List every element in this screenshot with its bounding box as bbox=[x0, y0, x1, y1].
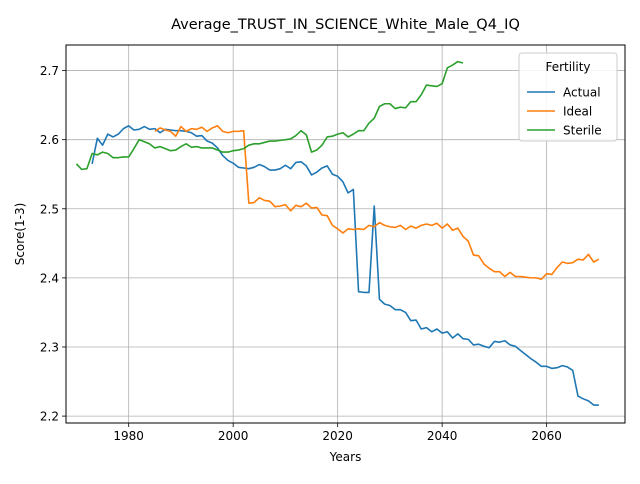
x-tick-label: 2060 bbox=[531, 429, 562, 443]
x-tick-label: 2000 bbox=[218, 429, 249, 443]
x-axis-label: Years bbox=[329, 450, 362, 464]
y-axis-label: Score(1-3) bbox=[13, 203, 27, 266]
series-lines bbox=[75, 60, 600, 406]
series-line-sterile bbox=[75, 60, 464, 171]
y-tick-label: 2.3 bbox=[40, 340, 59, 354]
y-tick-label: 2.4 bbox=[40, 271, 59, 285]
x-tick-label: 2020 bbox=[322, 429, 353, 443]
series-line-actual bbox=[91, 125, 599, 406]
legend-title: Fertility bbox=[545, 60, 590, 74]
y-tick-label: 2.5 bbox=[40, 202, 59, 216]
y-tick-label: 2.7 bbox=[40, 64, 59, 78]
legend: Fertility Actual Ideal Sterile bbox=[518, 52, 618, 142]
legend-label-actual: Actual bbox=[563, 86, 601, 100]
axis-ticks: 1980 2000 2020 2040 2060 2.2 2.3 2.4 2.5 2.6 2.7 bbox=[40, 64, 562, 443]
axes-frame bbox=[65, 44, 626, 424]
legend-label-sterile: Sterile bbox=[563, 124, 602, 138]
legend-label-ideal: Ideal bbox=[563, 105, 592, 119]
y-tick-label: 2.6 bbox=[40, 133, 59, 147]
y-tick-label: 2.2 bbox=[40, 410, 59, 424]
x-tick-label: 2040 bbox=[427, 429, 458, 443]
series-line-ideal bbox=[154, 125, 600, 281]
chart-title: Average_TRUST_IN_SCIENCE_White_Male_Q4_I… bbox=[171, 17, 520, 33]
legend-box bbox=[518, 52, 618, 142]
x-tick-label: 1980 bbox=[113, 429, 144, 443]
